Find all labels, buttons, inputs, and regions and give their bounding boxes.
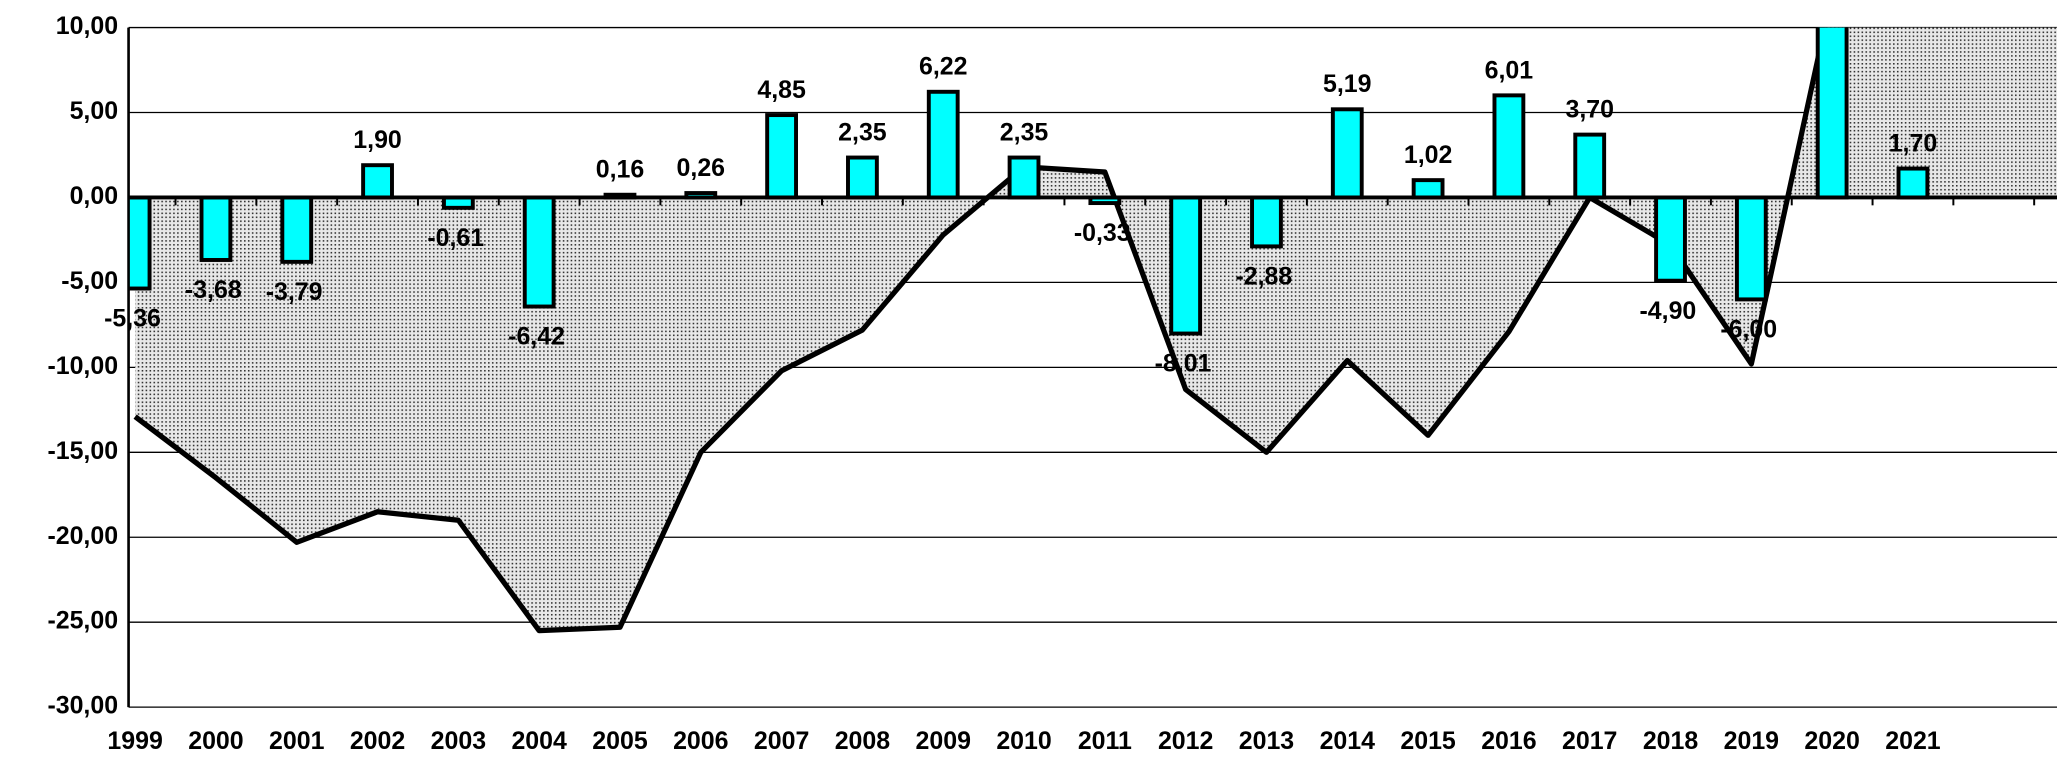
y-tick-label: -10,00 (47, 352, 118, 380)
bar (846, 155, 879, 200)
bar (280, 195, 314, 264)
data-label: -0,61 (427, 224, 484, 252)
y-tick-label: -30,00 (47, 692, 118, 720)
data-label: -3,68 (185, 276, 242, 304)
x-tick-label: 2005 (592, 727, 648, 755)
y-tick-label: 0,00 (70, 182, 118, 210)
data-label: 2,35 (1000, 119, 1049, 147)
bar (199, 195, 233, 262)
bar (361, 163, 394, 200)
x-tick-label: 2000 (188, 727, 243, 755)
x-tick-label: 2003 (431, 727, 486, 755)
bar (1815, 27, 1849, 200)
bar (1007, 155, 1041, 200)
bar (1169, 195, 1203, 336)
y-tick-label: 5,00 (70, 97, 118, 125)
data-label: -0,33 (1074, 219, 1131, 247)
x-tick-label: 2006 (673, 727, 728, 755)
y-tick-label: -15,00 (47, 437, 118, 465)
x-tick-label: 2007 (754, 727, 809, 755)
data-label: -6,00 (1720, 315, 1777, 343)
bar (1411, 178, 1445, 200)
data-label: 3,70 (1565, 96, 1613, 124)
x-tick-label: 2014 (1320, 727, 1376, 755)
bar (1492, 93, 1526, 200)
bar (1654, 195, 1687, 283)
data-label: -2,88 (1235, 262, 1292, 290)
bar (1734, 195, 1768, 302)
area-fill (135, 27, 2057, 631)
data-label: 6,01 (1485, 56, 1534, 84)
bar (926, 89, 960, 200)
y-tick-label: 10,00 (56, 12, 118, 40)
data-label: 0,26 (677, 154, 725, 182)
x-tick-label: 2002 (350, 727, 405, 755)
bar (1250, 195, 1283, 249)
y-tick-label: -5,00 (61, 267, 118, 295)
x-tick-label: 2010 (996, 727, 1051, 755)
y-tick-label: -20,00 (47, 522, 118, 550)
data-label: -6,42 (508, 323, 565, 351)
data-label: 4,85 (757, 76, 806, 104)
x-tick-label: 2020 (1804, 727, 1859, 755)
data-label: -4,90 (1640, 297, 1697, 325)
x-tick-label: 2013 (1239, 727, 1294, 755)
data-label: 6,22 (919, 53, 967, 81)
data-label: 1,70 (1889, 130, 1937, 158)
y-tick-label: -25,00 (47, 607, 118, 635)
data-label: -8,01 (1155, 350, 1212, 378)
data-label: 0,16 (596, 156, 644, 184)
data-label: 1,02 (1404, 141, 1452, 169)
bar (1896, 166, 1930, 200)
x-tick-label: 1999 (107, 727, 162, 755)
x-tick-label: 2012 (1158, 727, 1213, 755)
x-tick-label: 2017 (1562, 727, 1617, 755)
bar (1330, 107, 1364, 200)
x-tick-label: 2019 (1724, 727, 1779, 755)
data-label: 5,19 (1323, 70, 1371, 98)
x-tick-label: 2011 (1078, 727, 1132, 755)
x-tick-label: 2009 (916, 727, 971, 755)
x-tick-label: 2018 (1643, 727, 1699, 755)
bar (1573, 132, 1607, 200)
data-label: -3,79 (266, 278, 323, 306)
x-tick-label: 2016 (1481, 727, 1536, 755)
bar (765, 113, 799, 200)
data-label: -5,36 (104, 305, 161, 333)
axes: 10,00 5,00 0,00 -5,00 -10,00 -15,00 -20,00 -25,… (47, 12, 2057, 755)
data-label: 1,90 (353, 126, 401, 154)
data-label: 2,35 (838, 119, 887, 147)
bar (128, 195, 152, 291)
x-tick-label: 2004 (511, 727, 567, 755)
x-tick-label: 2021 (1885, 727, 1941, 755)
x-tick-label: 2001 (269, 727, 325, 755)
bar (522, 195, 556, 309)
x-tick-label: 2015 (1400, 727, 1456, 755)
x-tick-label: 2008 (835, 727, 891, 755)
